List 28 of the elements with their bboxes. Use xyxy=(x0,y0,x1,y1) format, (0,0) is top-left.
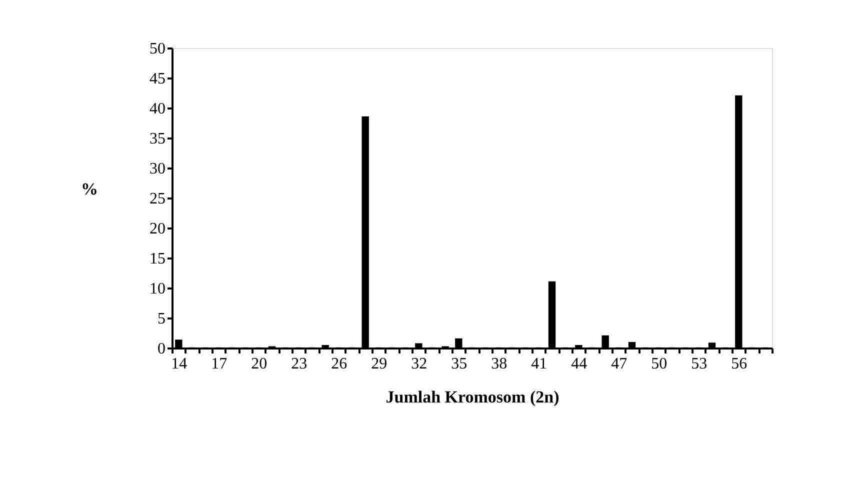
x-tick-label: 38 xyxy=(491,356,508,372)
x-tick-label: 50 xyxy=(651,356,668,372)
x-tick-label: 14 xyxy=(171,356,188,372)
x-tick-label: 56 xyxy=(731,356,748,372)
x-tick-label: 44 xyxy=(571,356,588,372)
y-tick-label: 20 xyxy=(150,220,166,238)
x-tick-label: 20 xyxy=(251,356,268,372)
y-tick-label: 0 xyxy=(158,340,166,358)
x-tick-label: 17 xyxy=(211,356,228,372)
x-tick-label: 32 xyxy=(411,356,428,372)
x-axis-title: Jumlah Kromosom (2n) xyxy=(386,388,560,406)
y-tick-label: 45 xyxy=(150,70,166,88)
y-tick-label: 40 xyxy=(150,100,166,118)
x-tick-label: 41 xyxy=(531,356,548,372)
x-tick-label: 26 xyxy=(331,356,348,372)
y-axis-title: % xyxy=(81,180,98,198)
y-tick-label: 25 xyxy=(150,190,166,208)
y-tick-label: 5 xyxy=(158,310,166,328)
x-tick-label: 23 xyxy=(291,356,308,372)
x-tick-label: 53 xyxy=(691,356,708,372)
x-tick-label: 29 xyxy=(371,356,388,372)
y-tick-label: 10 xyxy=(150,280,166,298)
y-tick-label: 30 xyxy=(150,160,166,178)
y-tick-label: 35 xyxy=(150,130,166,148)
y-tick-label: 15 xyxy=(150,250,166,268)
y-tick-label: 50 xyxy=(150,40,166,58)
x-tick-label: 35 xyxy=(451,356,468,372)
x-tick-label: 47 xyxy=(611,356,628,372)
